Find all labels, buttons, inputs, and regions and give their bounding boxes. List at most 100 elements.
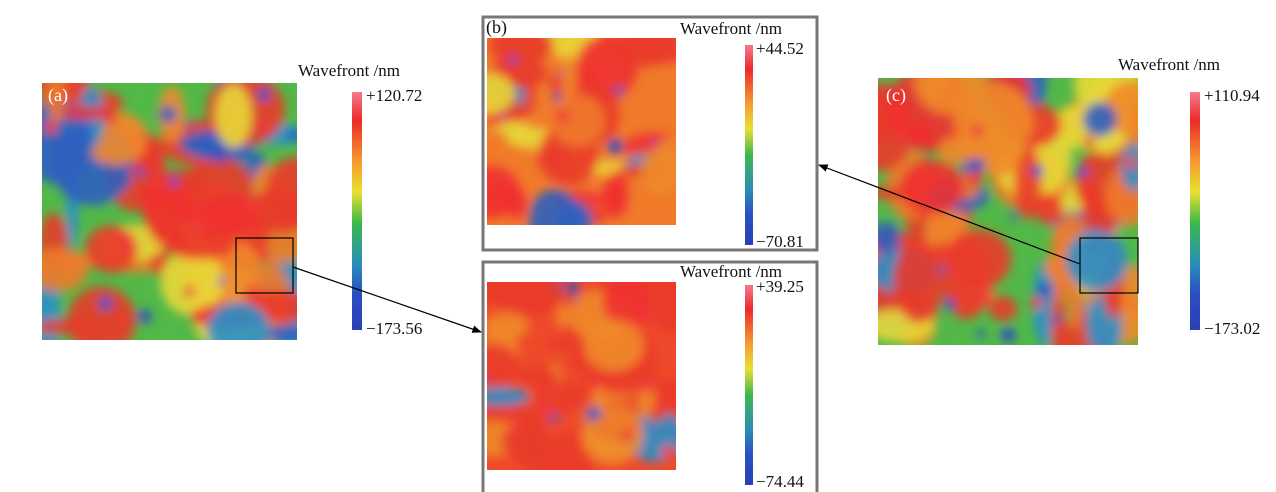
map-spot: [1060, 284, 1065, 289]
colorbar-max: +39.25: [756, 277, 804, 296]
map-blob: [514, 407, 548, 472]
map-spot: [501, 378, 510, 387]
map-spot: [608, 139, 623, 154]
map-blob: [141, 158, 153, 170]
panel-label: (a): [48, 85, 68, 106]
map-spot: [44, 121, 57, 134]
map-blob: [529, 189, 581, 251]
map-spot: [920, 158, 930, 168]
map-spot: [536, 159, 542, 165]
map-spot: [895, 133, 907, 145]
map-blob: [900, 160, 964, 214]
map-blob: [482, 313, 529, 340]
map-blob: [893, 240, 944, 323]
map-spot: [1083, 136, 1094, 147]
map-spot: [568, 282, 580, 294]
map-spot: [540, 403, 555, 418]
map-spot: [977, 330, 985, 338]
map-spot: [513, 417, 521, 425]
map-spot: [169, 177, 179, 187]
map-spot: [493, 175, 501, 183]
map-spot: [184, 121, 191, 128]
map-blob: [954, 83, 1033, 157]
map-spot: [662, 445, 675, 458]
map-spot: [583, 191, 598, 206]
map-blob: [507, 189, 528, 219]
map-blob: [267, 325, 305, 343]
map-blob: [605, 186, 627, 213]
map-blob: [908, 120, 935, 148]
map-spot: [138, 310, 152, 324]
map-blob: [989, 296, 1017, 321]
map-spot: [255, 118, 269, 132]
map-spot: [1054, 315, 1062, 323]
colorbar-title: Wavefront /nm: [298, 61, 400, 80]
map-spot: [1125, 157, 1137, 169]
map-spot: [184, 286, 196, 298]
wavefront-map: [22, 64, 329, 359]
panel-label: (c): [886, 85, 906, 106]
colorbar: [1190, 92, 1200, 330]
map-spot: [50, 139, 56, 145]
map-spot: [154, 177, 164, 187]
map-spot: [257, 88, 270, 101]
map-blob: [640, 148, 683, 195]
map-spot: [559, 73, 563, 77]
map-spot: [485, 378, 490, 383]
map-spot: [129, 168, 135, 174]
map-spot: [243, 196, 257, 210]
map-spot: [497, 52, 510, 65]
colorbar-min: −173.02: [1204, 319, 1260, 338]
map-spot: [1031, 297, 1043, 309]
wavefront-map: [459, 16, 694, 251]
map-spot: [949, 267, 959, 277]
map-spot: [212, 150, 225, 163]
map-blob: [29, 248, 88, 292]
map-blob: [1065, 230, 1127, 291]
map-blob: [114, 309, 126, 331]
map-blob: [207, 302, 271, 358]
colorbar: [745, 285, 753, 485]
map-spot: [944, 298, 955, 309]
map-spot: [971, 125, 983, 137]
map-blob: [501, 266, 563, 317]
map-spot: [971, 158, 985, 172]
map-blob: [1035, 193, 1063, 225]
map-blob: [556, 304, 569, 328]
map-spot: [495, 354, 500, 359]
map-blob: [462, 72, 515, 114]
map-blob: [215, 84, 251, 148]
map-spot: [1091, 242, 1096, 247]
wavefront-map: [462, 265, 694, 492]
colorbar-min: −70.81: [756, 232, 804, 251]
map-spot: [259, 289, 265, 295]
map-spot: [1077, 166, 1088, 177]
figure: (a) Wavefront /nm +120.72 −173.56 (b) Wa…: [0, 0, 1276, 492]
map-spot: [638, 377, 653, 392]
map-spot: [587, 406, 601, 420]
map-spot: [1031, 165, 1043, 177]
map-spot: [120, 239, 134, 253]
map-blob: [470, 387, 529, 406]
map-spot: [555, 109, 569, 123]
map-spot: [1121, 173, 1125, 177]
map-blob: [58, 106, 116, 119]
colorbar: [352, 92, 362, 330]
colorbar-max: +44.52: [756, 39, 804, 58]
map-blob: [561, 55, 577, 101]
map-spot: [553, 93, 562, 102]
colorbar-title: Wavefront /nm: [1118, 55, 1220, 74]
map-blob: [584, 320, 644, 371]
map-spot: [1129, 300, 1135, 306]
map-blob: [470, 343, 518, 388]
panel-label: (b): [486, 17, 507, 38]
map-spot: [615, 86, 624, 95]
map-spot: [1038, 283, 1051, 296]
map-spot: [1001, 328, 1016, 343]
map-spot: [593, 377, 605, 389]
map-spot: [967, 171, 982, 186]
map-spot: [571, 299, 576, 304]
map-blob: [1052, 231, 1068, 303]
colorbar: [745, 45, 753, 245]
map-blob: [160, 105, 177, 123]
